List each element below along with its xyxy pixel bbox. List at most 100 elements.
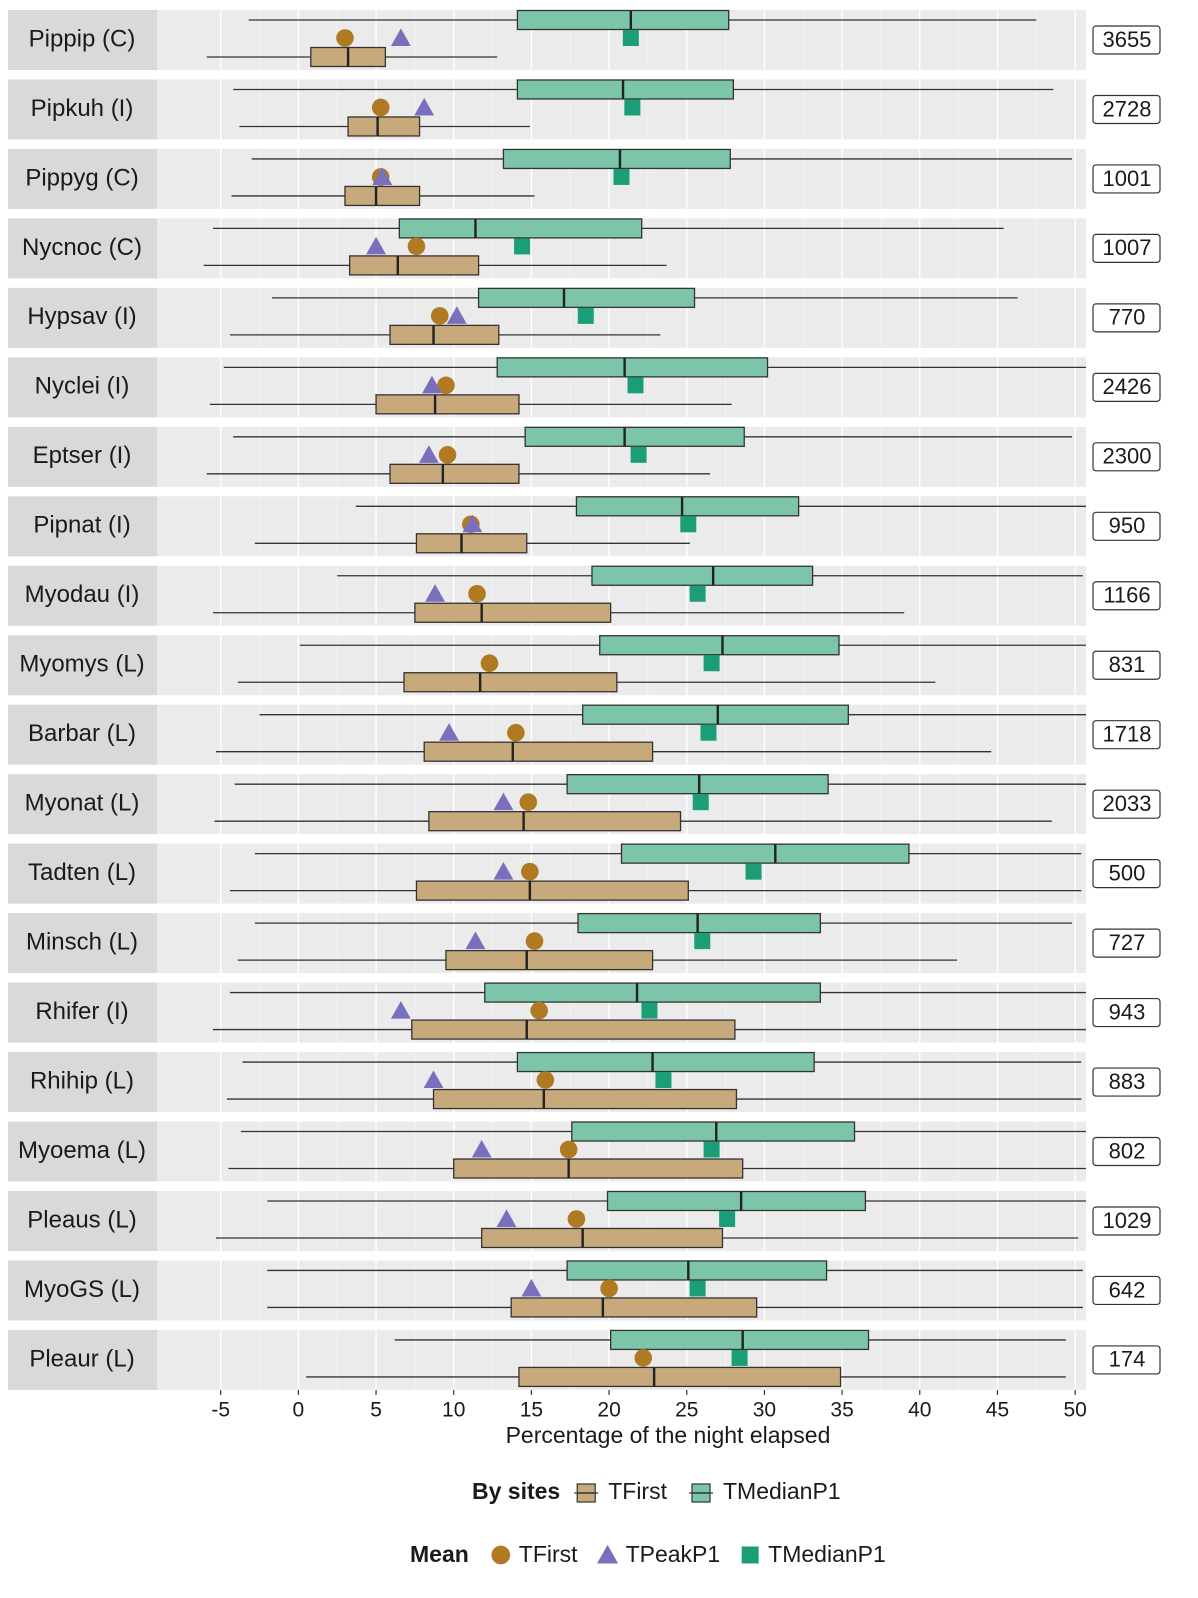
mean-marker — [700, 724, 717, 741]
legend-title: Mean — [410, 1541, 469, 1567]
legend-label: TMedianP1 — [768, 1541, 886, 1567]
mean-marker — [493, 792, 514, 811]
mean-marker — [372, 167, 393, 185]
strip — [8, 1052, 157, 1113]
strip — [8, 1190, 157, 1251]
mean-marker — [425, 584, 445, 602]
strip-label: Pippip (C) — [29, 25, 136, 52]
box — [524, 426, 745, 447]
count-box — [1092, 928, 1161, 958]
box — [484, 982, 821, 1003]
strip — [8, 287, 157, 348]
mean-marker — [525, 932, 544, 950]
strip — [8, 148, 157, 209]
x-tick-label: 20 — [597, 1398, 620, 1421]
mean-marker — [390, 28, 411, 46]
box — [582, 704, 849, 725]
strip-label: Minsch (L) — [26, 928, 138, 955]
strip-label: MyoGS (L) — [24, 1276, 140, 1303]
box — [347, 116, 421, 137]
mean-marker — [692, 794, 709, 811]
mean-marker — [414, 97, 435, 116]
count-label: 2033 — [1103, 791, 1152, 816]
strip — [8, 635, 157, 696]
strip-label: Myoema (L) — [18, 1137, 146, 1164]
box — [566, 774, 829, 795]
strip — [8, 704, 157, 765]
x-tick-label: 25 — [675, 1398, 698, 1421]
count-box — [1092, 1345, 1161, 1375]
legend-label: TPeakP1 — [626, 1541, 721, 1567]
strip-label: Hypsav (I) — [27, 303, 136, 330]
x-tick-label: 35 — [830, 1398, 853, 1421]
mean-marker — [600, 1279, 618, 1298]
box — [415, 533, 528, 554]
strip — [8, 496, 157, 557]
strip — [8, 1121, 157, 1182]
strip-label: Tadten (L) — [28, 859, 136, 886]
mean-marker — [418, 445, 439, 463]
mean-marker — [536, 1071, 555, 1089]
mean-marker — [731, 1349, 748, 1366]
mean-marker — [390, 1000, 411, 1019]
count-label: 500 — [1109, 860, 1146, 885]
box — [502, 148, 731, 170]
strip — [8, 843, 157, 904]
strip — [8, 982, 157, 1043]
count-box — [1092, 233, 1161, 264]
x-tick-label: -5 — [211, 1398, 230, 1421]
box — [510, 1297, 758, 1318]
mean-marker — [366, 236, 386, 255]
count-box — [1092, 25, 1161, 55]
box — [571, 1121, 856, 1142]
legend-title: By sites — [472, 1478, 560, 1504]
strip-label: Pipnat (I) — [33, 512, 130, 539]
count-box — [1092, 511, 1161, 541]
legend-label: TFirst — [608, 1478, 667, 1504]
box — [428, 811, 682, 832]
strip — [8, 913, 157, 974]
mean-marker — [465, 931, 486, 950]
strip — [8, 774, 157, 835]
mean-marker — [680, 516, 697, 533]
count-box — [1092, 94, 1161, 125]
strip-label: Eptser (I) — [33, 442, 132, 469]
x-tick-label: 15 — [520, 1398, 543, 1421]
strip — [8, 357, 157, 418]
x-tick-label: 10 — [442, 1398, 465, 1421]
strip-label: Rhifer (I) — [35, 998, 128, 1025]
count-box — [1092, 442, 1161, 472]
strip — [8, 10, 157, 70]
mean-marker — [694, 933, 711, 950]
mean-marker — [577, 307, 594, 324]
count-label: 3655 — [1103, 27, 1152, 52]
mean-marker — [630, 446, 647, 463]
mean-marker — [521, 1278, 542, 1297]
legend-key — [597, 1544, 619, 1564]
x-tick-label: 45 — [986, 1398, 1009, 1421]
box — [403, 672, 618, 693]
strip — [8, 1260, 157, 1321]
x-tick-label: 30 — [753, 1398, 776, 1421]
box — [620, 843, 910, 864]
count-box — [1092, 1067, 1161, 1097]
mean-marker — [719, 1210, 736, 1227]
box — [411, 1019, 736, 1040]
box — [389, 463, 520, 484]
mean-marker — [446, 306, 467, 324]
strip — [8, 565, 157, 626]
legend-label: TFirst — [519, 1541, 578, 1567]
mean-marker — [745, 863, 762, 880]
box — [577, 912, 821, 934]
count-label: 2728 — [1103, 96, 1152, 121]
strip-label: Myodau (I) — [25, 581, 140, 608]
box — [591, 565, 814, 586]
mean-marker — [422, 375, 442, 394]
mean-marker — [530, 1001, 548, 1020]
mean-marker — [438, 446, 457, 464]
count-box — [1092, 1136, 1161, 1167]
count-label: 174 — [1109, 1347, 1146, 1372]
box — [348, 255, 480, 276]
box — [516, 1051, 815, 1073]
mean-marker — [703, 655, 720, 672]
